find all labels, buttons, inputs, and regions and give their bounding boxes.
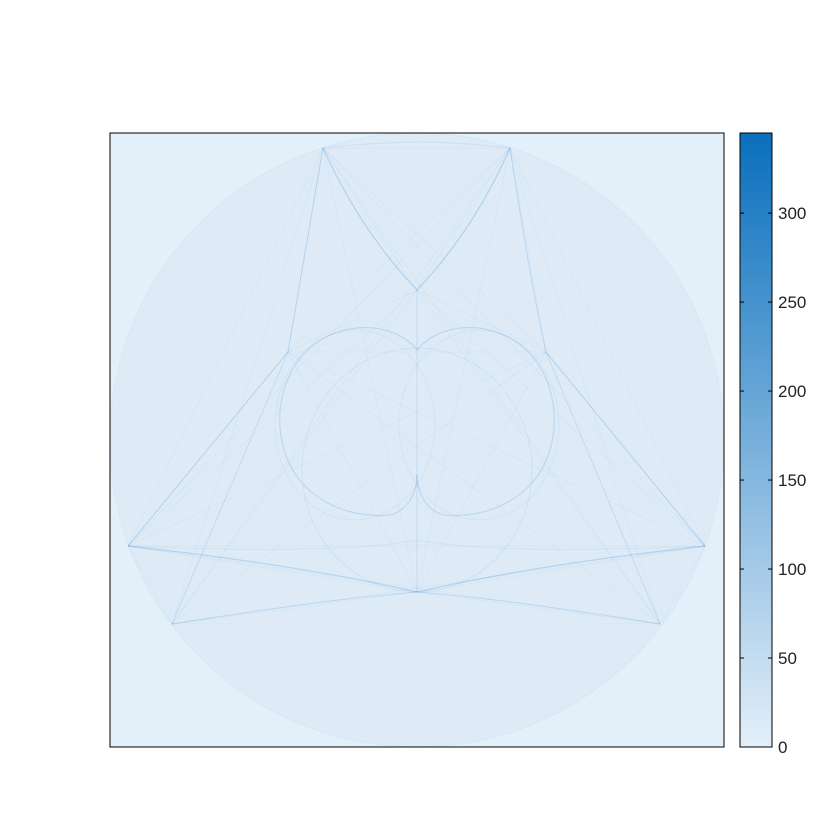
right-lobe [416,327,555,517]
colorbar-tick-label: 100 [778,560,806,579]
fan-line [171,289,418,625]
fan-line [287,351,418,593]
fan-line [171,351,289,625]
left-upper-edge [287,147,324,353]
fan-line [171,147,511,625]
fan-line [509,147,661,625]
right-inner-ring [398,329,560,521]
bottom-wing-upper [127,545,706,593]
colorbar-tick-label: 200 [778,382,806,401]
fan-line [322,147,661,625]
fan-line [322,147,547,353]
fan-line [416,545,706,593]
fan-line [127,545,418,593]
fan-line [545,351,706,547]
left-edge [127,351,289,547]
left-inner-ring [274,329,436,521]
fan-line [416,351,547,593]
fan-line [171,147,324,625]
fan-line [287,289,418,353]
fan-line [127,147,511,547]
fan-line [127,545,173,625]
colorbar-gradient [739,132,773,748]
heatmap-plot [109,132,725,748]
fan-line [171,591,418,625]
fan-line [416,147,511,291]
fan-line [416,289,706,547]
plot-frame [109,132,725,748]
bottom-wing-lower [171,591,661,625]
right-inner-edge [545,351,661,625]
right-edge [545,351,706,547]
fan-line [545,351,661,625]
fan-line [127,351,289,547]
fan-line [127,351,547,547]
fan-line [287,147,324,353]
right-upper-edge [509,147,547,353]
left-inner-edge [171,351,289,625]
fan-line [416,591,661,625]
density-disk [110,133,724,747]
top-arc [322,141,511,149]
fan-line [509,147,547,353]
fan-line [322,147,418,291]
fan-line [287,147,511,353]
colorbar: 0 50 100 150 200 250 300 [739,132,806,757]
fan-line [287,351,706,547]
colorbar-ticks: 0 50 100 150 200 250 300 [740,204,806,757]
fan-line [509,147,706,547]
fan-line [171,351,547,625]
colorbar-tick-label: 50 [778,649,797,668]
fan-line [659,545,706,625]
fan-line [416,289,547,353]
fan-line [287,351,661,625]
fan-line [127,289,418,547]
fan-line [416,147,511,593]
fan-line [322,147,706,547]
top-cusp [322,147,511,291]
fan-line [127,545,661,625]
fan-line [322,147,418,593]
fan-line [416,289,661,625]
fan-line [171,545,706,625]
colorbar-tick-label: 300 [778,204,806,223]
colorbar-tick-label: 150 [778,471,806,490]
colorbar-tick-label: 0 [778,738,787,757]
fan-line [127,147,324,547]
center-ring [301,347,533,593]
bottom-wing-mid [127,539,706,550]
density-pattern [110,133,724,747]
left-lobe [279,327,418,517]
colorbar-tick-label: 250 [778,293,806,312]
fan-lines [127,147,706,625]
